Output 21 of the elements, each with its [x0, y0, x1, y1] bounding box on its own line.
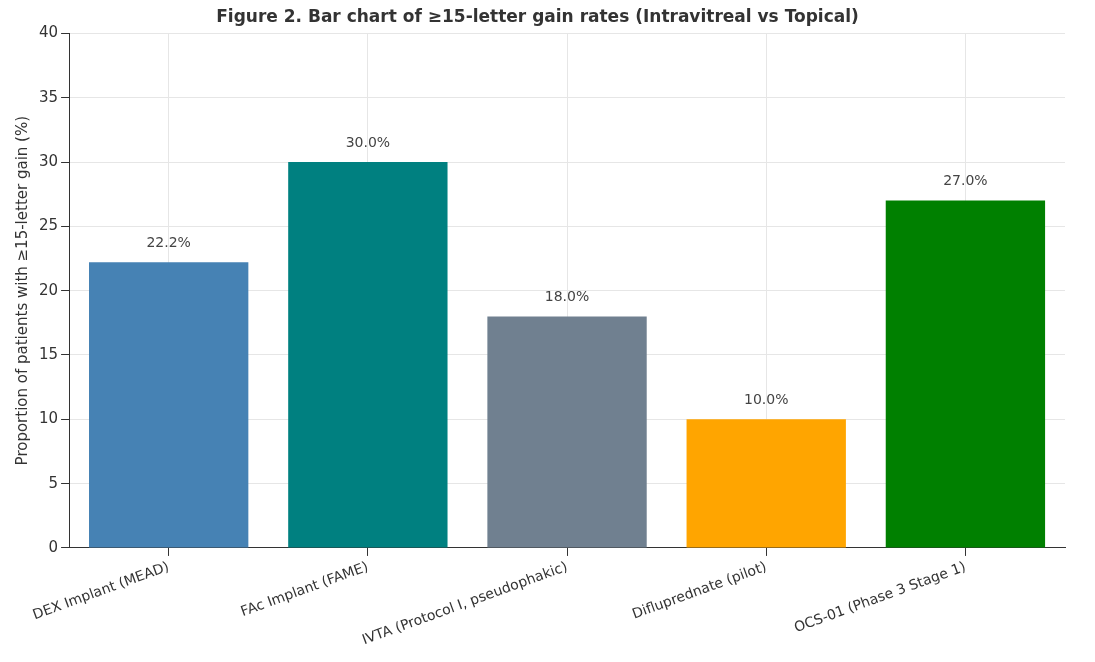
y-tick-label: 20: [38, 280, 59, 299]
chart-title: Figure 2. Bar chart of ≥15-letter gain rates (Intravitreal vs Topical): [216, 5, 859, 26]
bar: [487, 316, 647, 548]
data-label: 18.0%: [544, 288, 590, 305]
bar: [885, 200, 1046, 548]
y-tick-label: 40: [38, 23, 59, 42]
bar: [686, 419, 846, 548]
data-label: 10.0%: [743, 390, 789, 407]
bar: [89, 262, 249, 548]
y-tick-label: 30: [38, 151, 59, 170]
bar: [288, 162, 448, 548]
y-axis-title: Proportion of patients with ≥15-letter gain (%): [12, 115, 31, 466]
data-label: 30.0%: [345, 133, 391, 150]
y-tick-label: 10: [38, 409, 59, 428]
y-tick-label: 25: [38, 216, 59, 235]
data-label: 27.0%: [943, 172, 988, 189]
y-tick-label: 35: [38, 87, 59, 106]
y-tick-label: 15: [38, 344, 59, 363]
y-tick-label: 5: [48, 473, 59, 492]
y-tick-label: 0: [48, 537, 59, 556]
data-label: 22.2%: [146, 234, 191, 251]
